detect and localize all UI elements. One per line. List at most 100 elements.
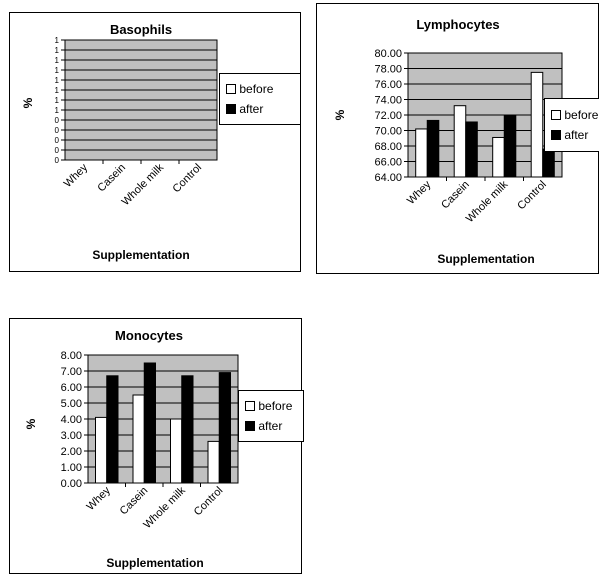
bar-after-whole-milk — [181, 375, 194, 484]
y-tick-label: 64.00 — [374, 172, 402, 184]
monocytes-legend: before after — [238, 390, 304, 442]
y-tick-label: 76.00 — [374, 79, 402, 91]
y-tick-label: 0 — [55, 146, 60, 155]
bar-after-whole-milk — [503, 114, 517, 178]
legend-item-before: before — [551, 107, 599, 122]
y-tick-label: 0 — [55, 116, 60, 125]
bar-before-control — [207, 440, 220, 484]
lymphocytes-title: Lymphocytes — [416, 17, 499, 32]
monocytes-xlabel: Supplementation — [106, 556, 203, 570]
y-tick-label: 80.00 — [374, 48, 402, 60]
y-tick-label: 8.00 — [61, 350, 82, 362]
x-category-label: Control — [171, 162, 205, 196]
bar-before-whey — [95, 416, 108, 484]
y-tick-label: 66.00 — [374, 157, 402, 169]
bar-before-whole-milk — [492, 136, 505, 178]
basophils-xlabel: Supplementation — [92, 248, 189, 262]
y-tick-label: 0 — [55, 126, 60, 135]
lymphocytes-ylabel: % — [333, 109, 347, 120]
legend-swatch-before — [551, 109, 561, 120]
legend-item-after: after — [551, 127, 589, 142]
monocytes-bars — [95, 362, 231, 484]
lymphocytes-yticks: 64.00 66.00 68.00 70.00 72.00 74.00 76.00 78.00… — [374, 48, 408, 184]
bar-before-casein — [132, 394, 145, 484]
x-category-label: Control — [192, 485, 226, 519]
y-tick-label: 68.00 — [374, 141, 402, 153]
y-tick-label: 4.00 — [61, 414, 82, 426]
bar-before-whole-milk — [170, 418, 183, 484]
y-tick-label: 2.00 — [61, 446, 82, 458]
monocytes-yticks: 0.00 1.00 2.00 3.00 4.00 5.00 6.00 7.00 8.00 — [61, 350, 88, 490]
y-tick-label: 1 — [55, 66, 60, 75]
y-tick-label: 5.00 — [61, 398, 82, 410]
y-tick-label: 3.00 — [61, 430, 82, 442]
x-category-label: Casein — [118, 485, 151, 518]
x-category-label: Casein — [439, 179, 472, 212]
x-category-label: Whey — [405, 178, 434, 207]
basophils-ylabel: % — [21, 97, 35, 108]
legend-label-after: after — [258, 418, 283, 433]
y-tick-label: 72.00 — [374, 110, 402, 122]
bar-after-whey — [426, 119, 440, 178]
legend-label-after: after — [564, 127, 589, 142]
bar-after-whey — [106, 375, 119, 484]
chart-lymphocytes: Lymphocytes 64.00 66.00 68.00 70.00 72.00 74.… — [316, 3, 599, 274]
y-tick-label: 1 — [55, 76, 60, 85]
y-tick-label: 78.00 — [374, 64, 402, 76]
y-tick-label: 1 — [55, 56, 60, 65]
basophils-title: Basophils — [110, 22, 172, 37]
legend-label-before: before — [239, 81, 274, 96]
lymphocytes-xlabel: Supplementation — [437, 252, 534, 266]
legend-swatch-after — [245, 420, 255, 431]
monocytes-svg: Monocytes 0.00 1.00 2.00 3.00 4.00 5.00 6.00 7.… — [24, 328, 239, 570]
legend-item-after: after — [226, 101, 264, 116]
legend-swatch-after — [551, 129, 561, 140]
basophils-legend: before after — [219, 73, 301, 125]
legend-label-after: after — [239, 101, 264, 116]
legend-item-before: before — [226, 81, 274, 96]
bar-after-casein — [143, 362, 156, 484]
legend-swatch-before — [226, 83, 236, 94]
x-category-label: Whole milk — [464, 178, 511, 225]
chart-monocytes: Monocytes 0.00 1.00 2.00 3.00 4.00 5.00 6.00 7.… — [9, 318, 304, 574]
bar-before-whey — [415, 128, 428, 178]
monocytes-title: Monocytes — [115, 328, 183, 343]
x-category-label: Control — [515, 179, 549, 213]
x-category-label: Casein — [95, 162, 128, 195]
y-tick-label: 1 — [55, 36, 60, 45]
legend-label-before: before — [258, 398, 293, 413]
y-tick-label: 0 — [55, 136, 60, 145]
y-tick-label: 7.00 — [61, 366, 82, 378]
bar-before-casein — [453, 105, 467, 178]
bar-after-control — [218, 372, 231, 484]
y-tick-label: 74.00 — [374, 95, 402, 107]
legend-item-before: before — [245, 398, 293, 413]
bar-after-casein — [465, 121, 478, 178]
x-category-label: Whey — [62, 161, 91, 190]
x-category-label: Whole milk — [120, 161, 167, 208]
monocytes-ylabel: % — [24, 418, 38, 429]
x-category-label: Whey — [84, 484, 113, 513]
lymphocytes-bars — [415, 71, 555, 178]
legend-label-before: before — [564, 107, 599, 122]
y-tick-label: 1 — [55, 96, 60, 105]
lymphocytes-svg: Lymphocytes 64.00 66.00 68.00 70.00 72.00 74.… — [333, 17, 563, 266]
bar-before-control — [530, 71, 544, 178]
y-tick-label: 1.00 — [61, 462, 82, 474]
y-tick-label: 0 — [55, 156, 60, 165]
y-tick-label: 1 — [55, 106, 60, 115]
basophils-gridlines — [65, 49, 217, 151]
y-tick-label: 6.00 — [61, 382, 82, 394]
bar-after-control — [542, 148, 555, 178]
legend-swatch-before — [245, 400, 255, 411]
lymphocytes-legend: before after — [544, 98, 599, 152]
legend-swatch-after — [226, 103, 236, 114]
y-tick-label: 0.00 — [61, 478, 82, 490]
y-tick-label: 1 — [55, 86, 60, 95]
